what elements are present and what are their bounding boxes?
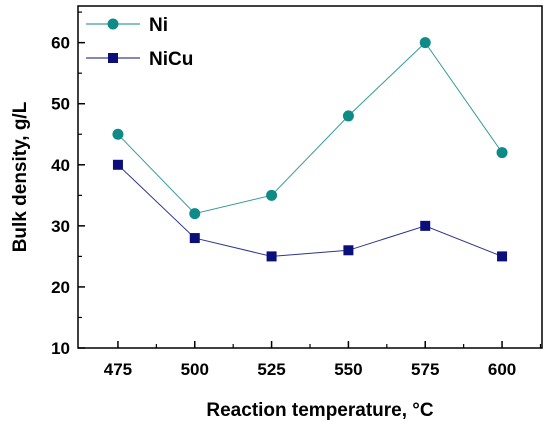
x-tick-label: 600: [488, 360, 516, 379]
y-tick-label: 40: [51, 156, 70, 175]
x-tick-label: 550: [334, 360, 362, 379]
x-tick-label: 575: [411, 360, 439, 379]
y-axis-ticks: 10 20 30 40 50 60: [51, 11, 85, 358]
x-tick-label: 500: [181, 360, 209, 379]
data-point-ni: [496, 147, 508, 159]
plot-frame: [77, 5, 543, 349]
legend-marker: [107, 18, 119, 30]
y-axis-label: Bulk density, g/L: [10, 101, 31, 252]
data-point-ni: [112, 128, 124, 140]
y-tick-label: 30: [51, 217, 70, 236]
data-point-nicu: [189, 233, 200, 244]
data-point-ni: [189, 208, 201, 220]
y-tick-label: 20: [51, 278, 70, 297]
x-axis-label: Reaction temperature, °C: [206, 400, 433, 421]
legend-marker: [108, 53, 118, 63]
y-tick-label: 60: [51, 34, 70, 53]
legend: Ni NiCu: [86, 15, 193, 70]
data-point-nicu: [112, 159, 123, 170]
series-line-nicu: [117, 164, 503, 257]
x-tick-label: 525: [257, 360, 285, 379]
y-tick-label: 10: [51, 339, 70, 358]
data-point-nicu: [343, 245, 354, 256]
x-tick-label: 475: [104, 360, 132, 379]
y-tick-label: 50: [51, 95, 70, 114]
data-point-ni: [266, 189, 278, 201]
legend-label-ni: Ni: [149, 15, 168, 36]
data-point-nicu: [497, 251, 508, 262]
data-point-ni: [419, 37, 431, 49]
legend-label-nicu: NiCu: [149, 49, 193, 70]
data-point-nicu: [420, 220, 431, 231]
series-layer: [112, 37, 508, 262]
x-axis-ticks: 475 500 525 550 575 600: [104, 341, 542, 379]
series-line-ni: [117, 41, 503, 215]
data-point-ni: [342, 110, 354, 122]
data-point-nicu: [266, 251, 277, 262]
